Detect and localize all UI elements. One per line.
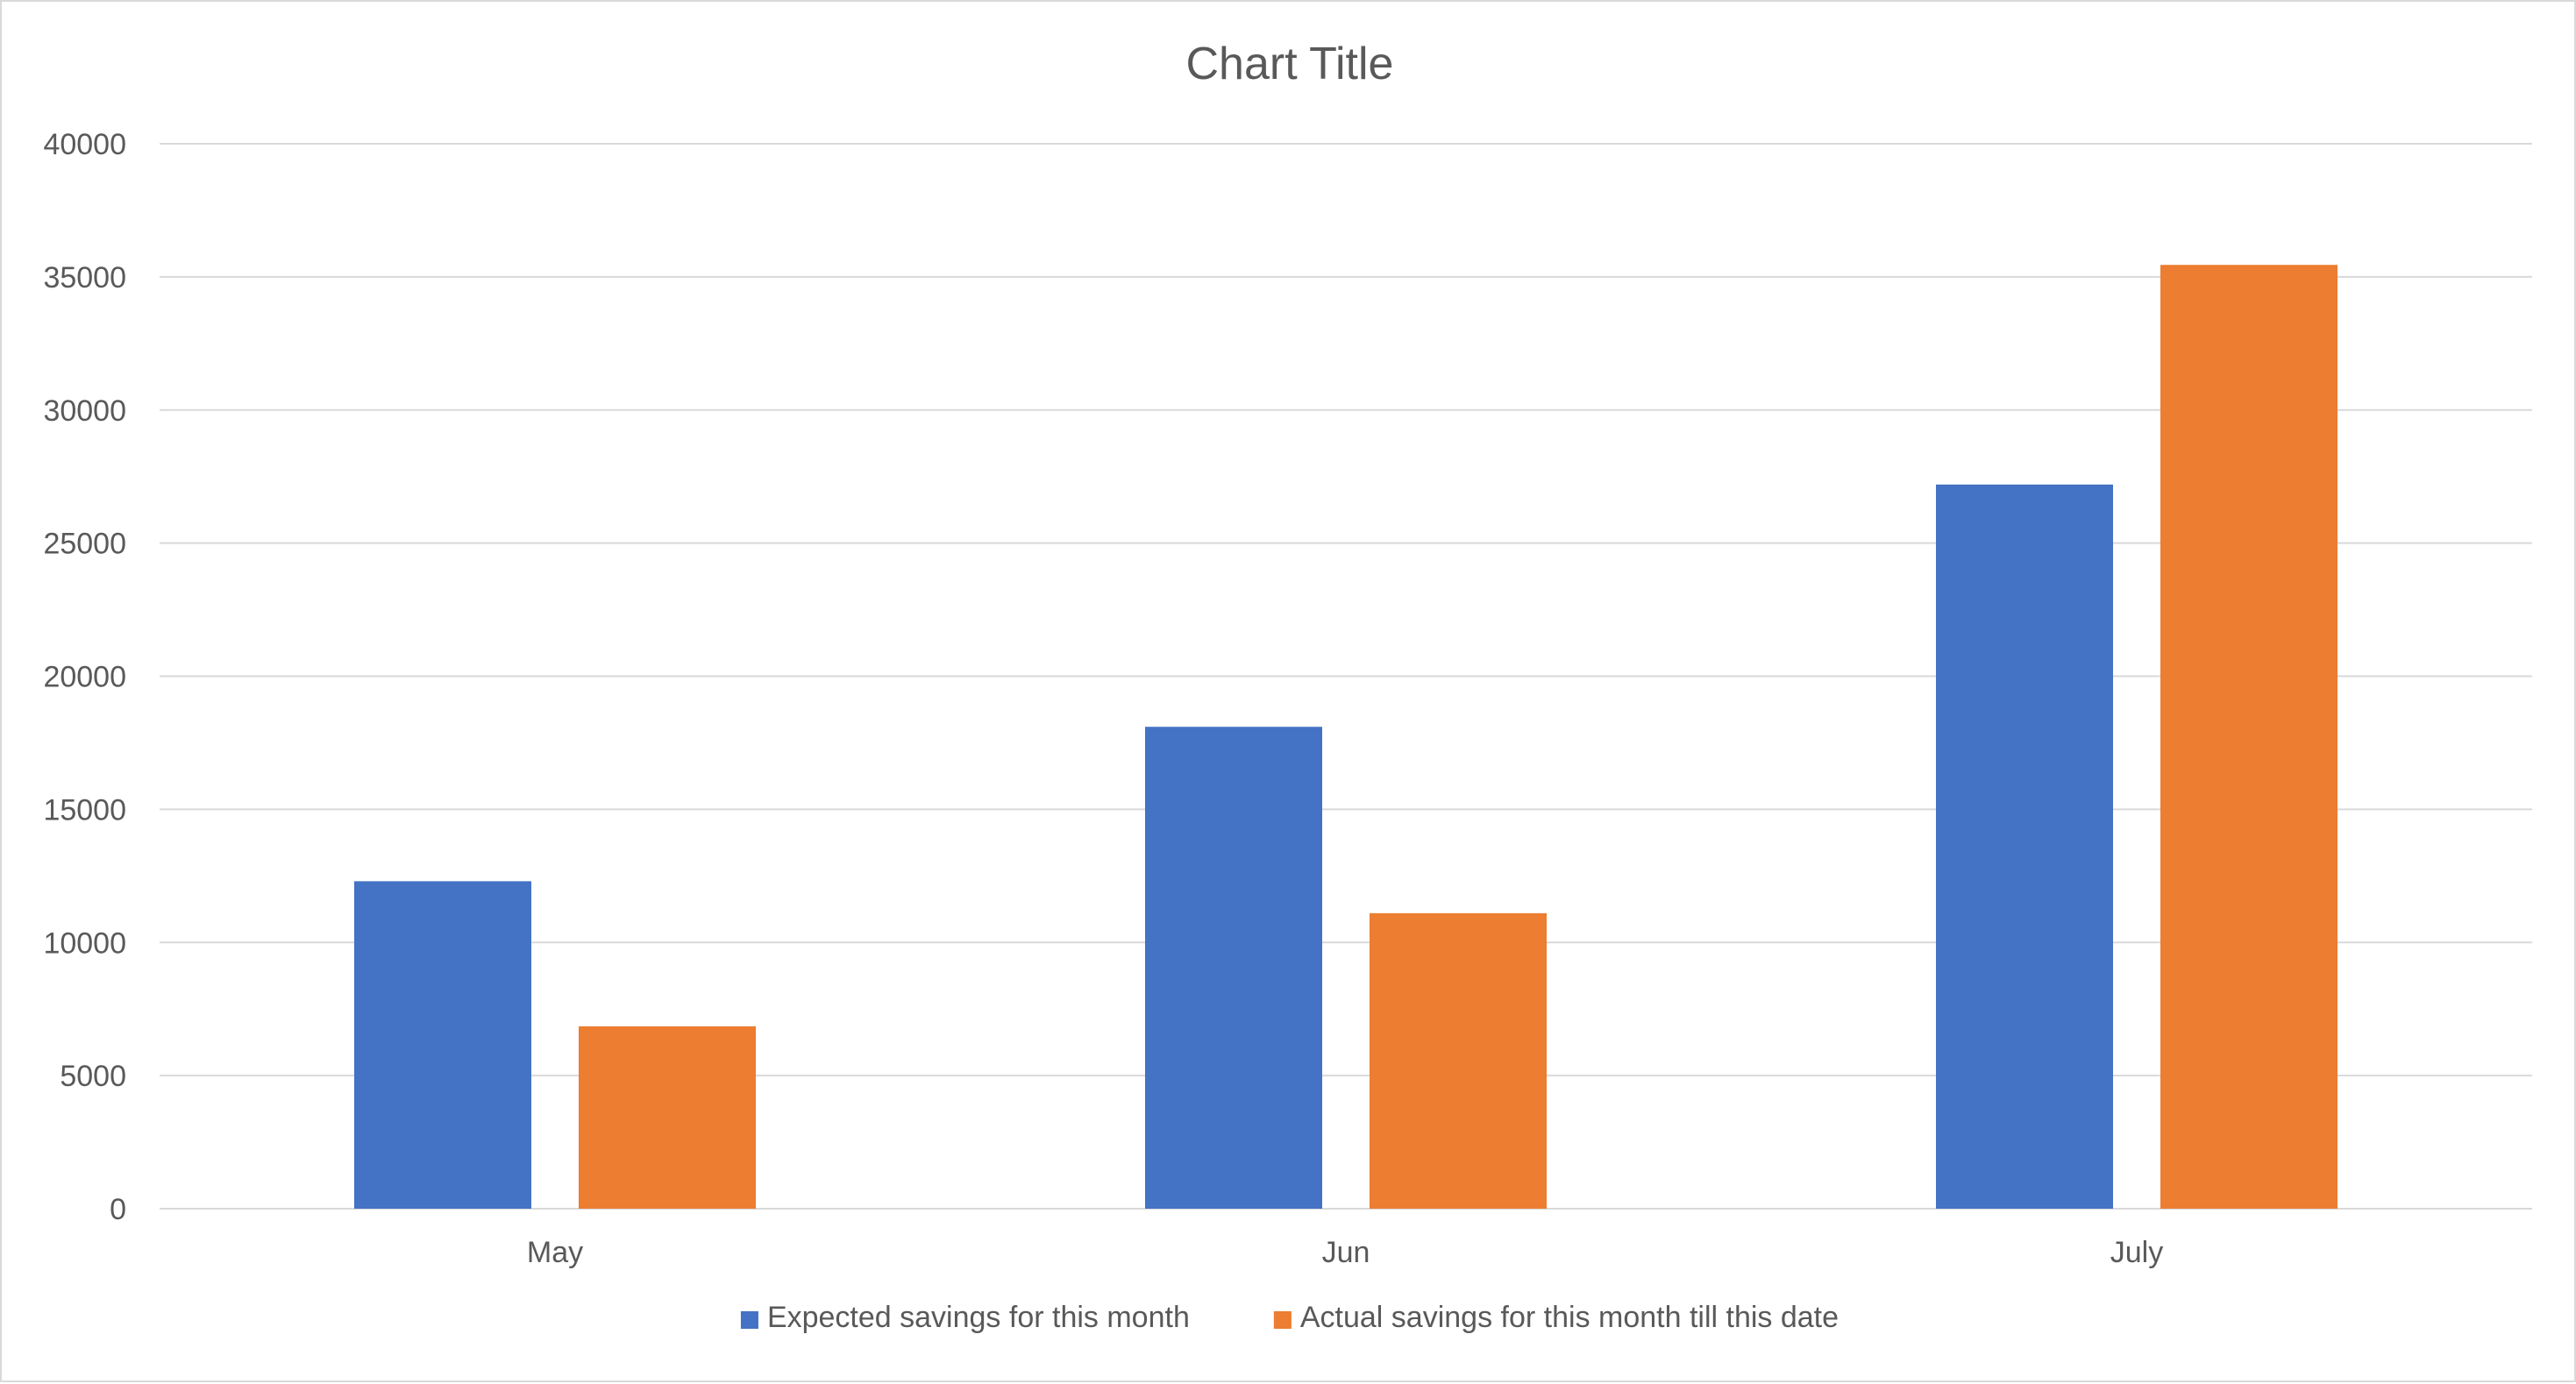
x-tick-label: July: [2110, 1236, 2163, 1269]
gridlines: [160, 143, 2532, 1210]
legend-item: Actual savings for this month till this …: [1273, 1301, 1839, 1334]
y-tick-label: 20000: [43, 661, 126, 694]
bar-jun-series-1: [1145, 727, 1322, 1209]
legend-label: Actual savings for this month till this …: [1300, 1301, 1839, 1334]
y-tick-label: 0: [110, 1193, 126, 1226]
legend-item: Expected savings for this month: [740, 1301, 1190, 1334]
legend-swatch: [740, 1311, 758, 1329]
y-tick-label: 35000: [43, 261, 126, 295]
bar-july-series-1: [1936, 484, 2113, 1209]
y-tick-label: 10000: [43, 926, 126, 960]
bar-jun-series-2: [1370, 912, 1547, 1209]
y-tick-label: 15000: [43, 793, 126, 827]
y-tick-label: 5000: [60, 1060, 126, 1093]
bar-may-series-2: [579, 1026, 756, 1209]
legend-swatch: [1273, 1311, 1292, 1329]
bars: [354, 265, 2338, 1209]
legend-label: Expected savings for this month: [767, 1301, 1190, 1334]
x-axis-tick-labels: May Jun July: [527, 1236, 2163, 1269]
bar-may-series-1: [354, 881, 531, 1209]
chart-title: Chart Title: [1186, 39, 1394, 89]
x-tick-label: Jun: [1322, 1236, 1370, 1269]
x-tick-label: May: [527, 1236, 583, 1269]
bar-july-series-2: [2160, 265, 2338, 1209]
y-tick-label: 30000: [43, 394, 126, 428]
legend: Expected savings for this month Actual sa…: [740, 1301, 1839, 1334]
y-tick-label: 25000: [43, 528, 126, 561]
y-axis-tick-labels: 0 5000 10000 15000 20000 25000 30000 35000 40000: [43, 128, 126, 1226]
y-tick-label: 40000: [43, 128, 126, 161]
